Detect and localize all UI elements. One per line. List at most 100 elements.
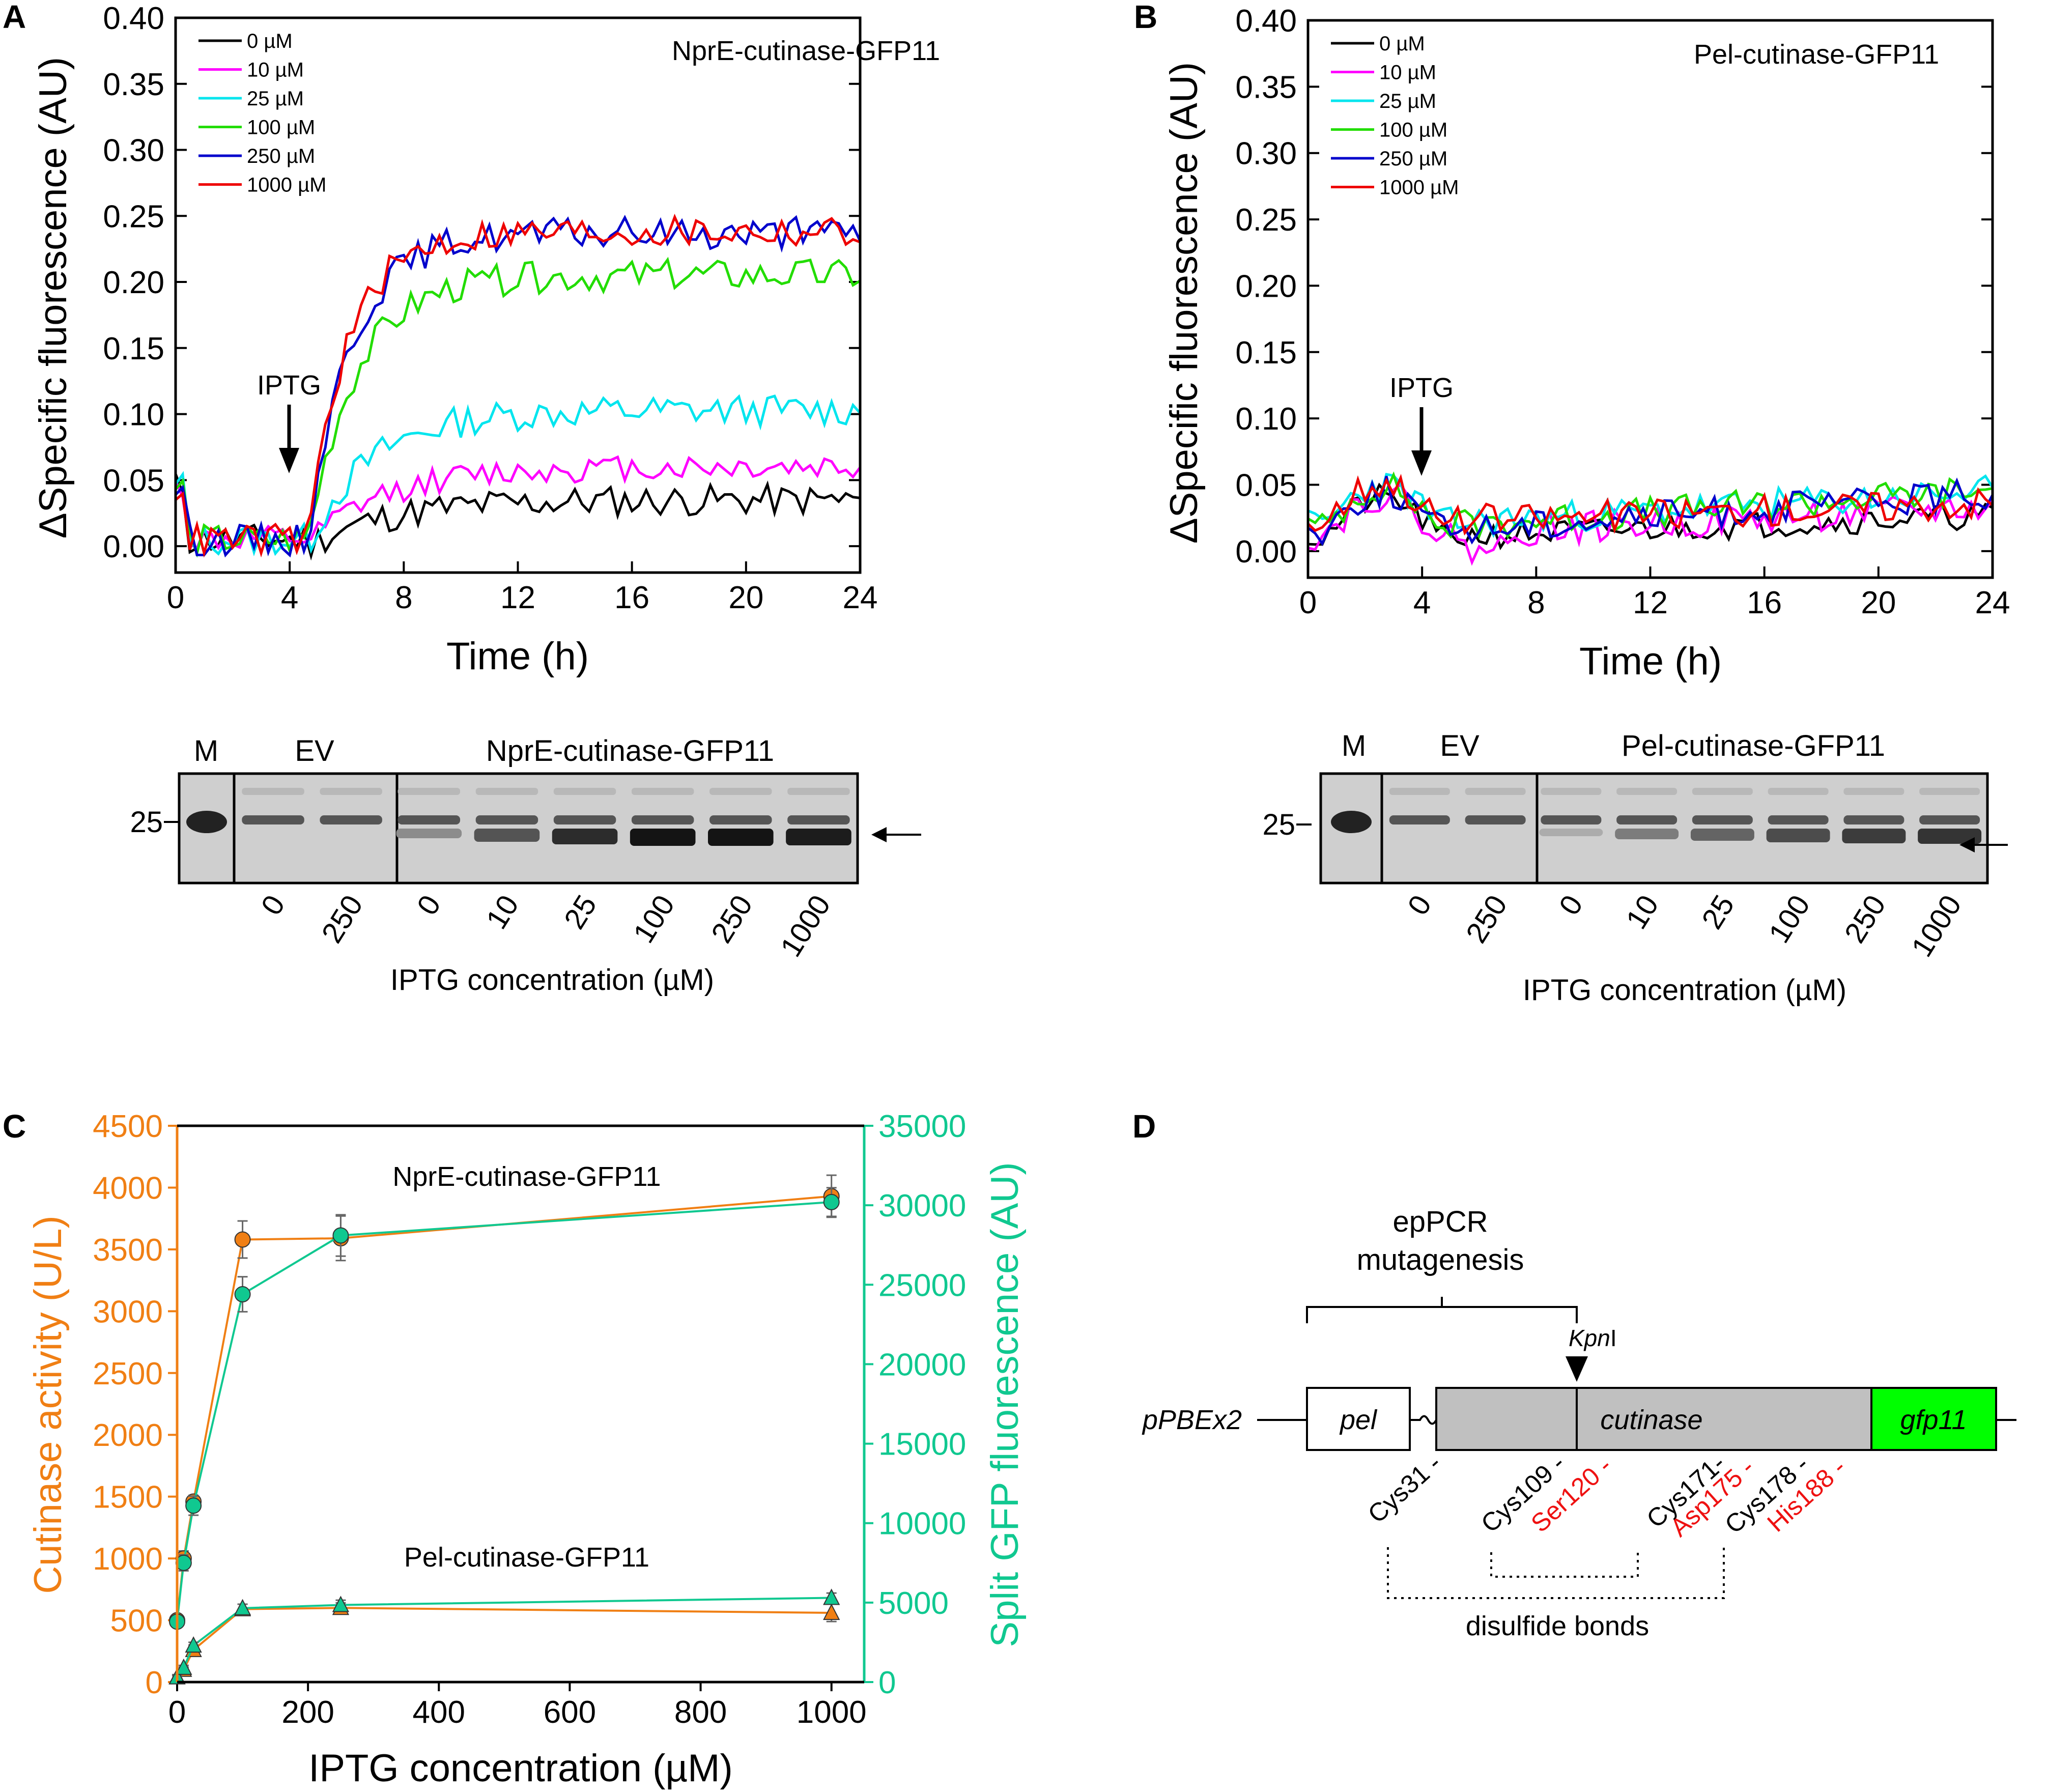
left-tick-label: 1000 bbox=[93, 1542, 163, 1577]
panel-a-x-ticks: 0 4 8 12 16 20 24 bbox=[167, 561, 878, 615]
faint-band bbox=[1919, 788, 1980, 795]
right-tick-label: 35000 bbox=[878, 1109, 966, 1144]
upper-band bbox=[553, 815, 616, 824]
disulfide-bond-inner bbox=[1490, 1552, 1639, 1578]
left-tick-label: 4500 bbox=[93, 1109, 163, 1144]
x-tick-label: 0 bbox=[1299, 585, 1317, 620]
panel-c-series bbox=[168, 1174, 840, 1685]
y-tick-label: 0.40 bbox=[1235, 4, 1297, 39]
legend-label: 1000 µM bbox=[1379, 177, 1459, 199]
panel-c-label: C bbox=[3, 1108, 26, 1145]
upper-band bbox=[1465, 815, 1526, 824]
x-tick-label: 24 bbox=[843, 580, 878, 615]
faint-band bbox=[397, 788, 461, 795]
panel-c-pel-label: Pel-cutinase-GFP11 bbox=[404, 1542, 649, 1573]
target-band bbox=[396, 829, 462, 838]
panel-c-left-ticks: 0 500 1000 1500 2000 2500 3000 3500 4000 4500 bbox=[93, 1109, 177, 1700]
faint-band bbox=[1768, 788, 1829, 795]
target-band bbox=[630, 829, 696, 846]
right-tick-label: 30000 bbox=[878, 1188, 966, 1224]
panel-b-y-ticks: 0.00 0.05 0.10 0.15 0.20 0.25 0.30 0.35 0.40 bbox=[1235, 4, 1993, 570]
legend-label: 100 µM bbox=[247, 117, 315, 139]
series-line bbox=[1307, 473, 1994, 536]
data-point bbox=[185, 1497, 202, 1514]
data-point bbox=[332, 1227, 349, 1244]
y-tick-label: 0.20 bbox=[103, 265, 164, 300]
panel-c-right-ylabel: Split GFP fluorescence (AU) bbox=[983, 1162, 1027, 1647]
faint-band bbox=[709, 788, 772, 795]
panel-c-right-ticks: 0 5000 10000 15000 20000 25000 30000 35000 bbox=[864, 1109, 966, 1700]
legend-label: 25 µM bbox=[247, 88, 304, 110]
residue-labels: Cys31 - Cys109 -Ser120 - Cys171-Asp175 -Cy… bbox=[1362, 1449, 1851, 1543]
x-tick-label: 8 bbox=[395, 580, 412, 615]
series-line bbox=[174, 473, 861, 561]
panel-a-legend: 0 µM 10 µM 25 µM 100 µM 250 µM 1000 µM bbox=[198, 30, 326, 196]
target-band bbox=[1615, 829, 1679, 839]
marker-band bbox=[1331, 811, 1372, 833]
gel-a-size-label: 25 bbox=[130, 806, 163, 839]
target-band bbox=[1539, 829, 1603, 836]
gel-b-construct-label: Pel-cutinase-GFP11 bbox=[1622, 729, 1885, 762]
series-line bbox=[1307, 472, 1994, 538]
series-line bbox=[1307, 476, 1994, 546]
panel-a-iptg-label: IPTG bbox=[257, 370, 321, 401]
gel-a: M EV NprE-cutinase-GFP11 25 0 250 0 10 25 100… bbox=[130, 734, 921, 997]
series-line bbox=[175, 213, 861, 558]
lane-label: 100 bbox=[627, 889, 681, 949]
faint-band bbox=[631, 788, 694, 795]
gel-b-xlabel: IPTG concentration (µM) bbox=[1523, 974, 1846, 1007]
x-tick-label: 4 bbox=[1413, 585, 1431, 620]
gel-a-xlabel: IPTG concentration (µM) bbox=[390, 963, 714, 997]
lane-label: 1000 bbox=[774, 889, 837, 962]
lane-label: 0 bbox=[1401, 889, 1438, 921]
target-band bbox=[1766, 829, 1830, 842]
series-line bbox=[175, 257, 861, 558]
panel-b-iptg-label: IPTG bbox=[1389, 373, 1454, 403]
gel-a-marker-label: M bbox=[194, 734, 218, 767]
kpni-cut-arrow bbox=[1566, 1356, 1588, 1382]
panel-a-label: A bbox=[3, 0, 26, 35]
panel-a-iptg-arrow bbox=[279, 405, 299, 473]
data-point bbox=[185, 1636, 202, 1653]
data-point bbox=[234, 1286, 251, 1303]
lane-label: 0 bbox=[1553, 889, 1589, 921]
upper-band bbox=[787, 815, 850, 824]
mutagenesis-title-line2: mutagenesis bbox=[1357, 1243, 1524, 1276]
upper-band bbox=[709, 815, 772, 824]
y-tick-label: 0.00 bbox=[1235, 534, 1297, 570]
lane-label: 10 bbox=[1619, 889, 1665, 934]
series-line bbox=[175, 214, 862, 558]
target-band bbox=[786, 829, 851, 845]
y-tick-label: 0.25 bbox=[103, 199, 164, 234]
panel-b-label: B bbox=[1134, 0, 1157, 35]
disulfide-bond-outer bbox=[1387, 1547, 1725, 1599]
y-tick-label: 0.15 bbox=[103, 331, 164, 366]
upper-band bbox=[631, 815, 694, 824]
linker-squiggle bbox=[1410, 1415, 1437, 1425]
panel-a-chart: A 0.00 0.05 0.10 0.15 0.20 0.25 0.30 0.35 0.40 0… bbox=[3, 0, 940, 678]
gel-a-ev-label: EV bbox=[295, 734, 334, 767]
plasmid-label: pPBEx2 bbox=[1142, 1405, 1242, 1435]
series-line bbox=[1307, 471, 1993, 540]
faint-band bbox=[787, 788, 850, 795]
legend-label: 25 µM bbox=[1379, 90, 1436, 112]
y-tick-label: 0.10 bbox=[1235, 402, 1297, 437]
target-band bbox=[552, 829, 618, 844]
legend-label: 0 µM bbox=[247, 30, 293, 52]
upper-band bbox=[1919, 815, 1980, 824]
legend-label: 100 µM bbox=[1379, 119, 1447, 141]
x-tick-label: 0 bbox=[167, 580, 184, 615]
faint-band bbox=[475, 788, 538, 795]
upper-band bbox=[475, 815, 538, 824]
faint-band bbox=[1389, 788, 1450, 795]
left-tick-label: 2500 bbox=[93, 1356, 163, 1391]
legend-label: 10 µM bbox=[247, 59, 304, 81]
gel-b-ev-label: EV bbox=[1440, 729, 1480, 762]
data-point bbox=[234, 1231, 251, 1248]
lane-label: 0 bbox=[254, 889, 291, 921]
data-point bbox=[332, 1596, 350, 1612]
kpni-site-label: KpnI bbox=[1569, 1325, 1617, 1351]
lane-label: 25 bbox=[558, 889, 603, 934]
y-tick-label: 0.20 bbox=[1235, 269, 1297, 304]
x-tick-label: 800 bbox=[674, 1695, 727, 1730]
